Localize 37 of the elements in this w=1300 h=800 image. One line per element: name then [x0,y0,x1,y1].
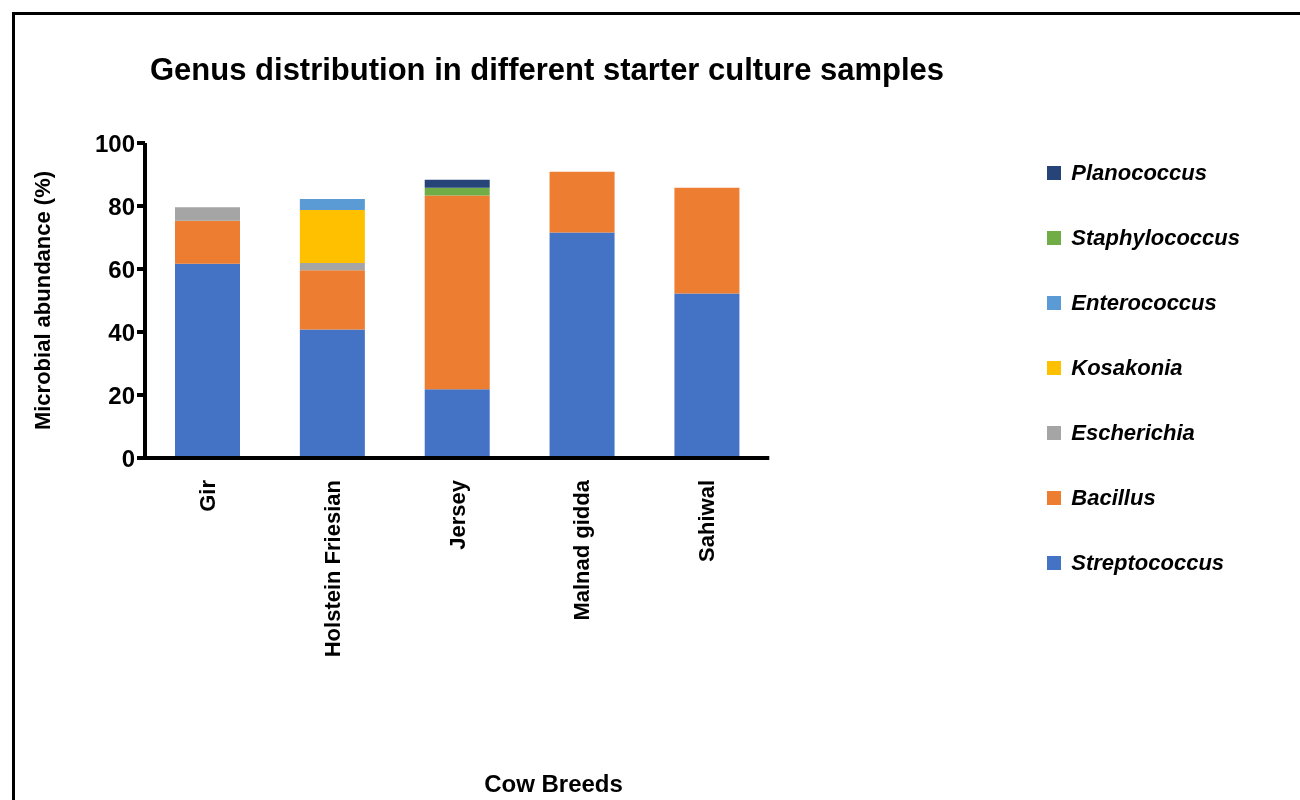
legend-label: Kosakonia [1071,355,1183,381]
bar [424,187,490,196]
legend-label: Escherichia [1071,420,1195,446]
x-tick-label: Jersey [444,479,470,550]
bar [175,220,240,264]
legend-label: Staphylococcus [1071,225,1240,251]
x-axis-title: Cow Breeds [483,770,624,798]
x-tick-label: Gir [194,479,220,512]
y-axis-title: Microbial abundance (%) [29,170,55,431]
chart-title: Genus distribution in different starter culture samples [150,52,945,88]
bar [175,263,240,458]
x-tick-label: Holstein Friesian [319,480,345,658]
y-tick-label: 20 [108,381,135,409]
legend-label: Bacillus [1071,485,1156,511]
bar [674,187,740,294]
bar [424,179,490,188]
legend-label: Streptococcus [1071,550,1225,576]
bar [299,270,365,330]
y-tick-label: 0 [121,444,135,472]
y-tick-label: 100 [94,129,135,157]
bar [424,195,490,390]
x-tick-label: Malnad gidda [569,479,595,621]
bar [175,207,240,221]
bar [549,232,615,458]
bar [424,389,490,458]
bar [549,171,615,233]
y-tick-label: 80 [108,192,135,220]
bar [299,263,365,271]
bar [299,329,365,458]
x-tick-label: Sahiwal [694,480,720,562]
legend-label: Enterococcus [1071,290,1217,316]
y-tick-label: 60 [108,255,135,283]
bar [299,210,365,264]
bar [674,293,740,458]
y-tick-label: 40 [108,318,135,346]
bar [299,199,365,211]
legend-label: Planococcus [1071,160,1207,186]
